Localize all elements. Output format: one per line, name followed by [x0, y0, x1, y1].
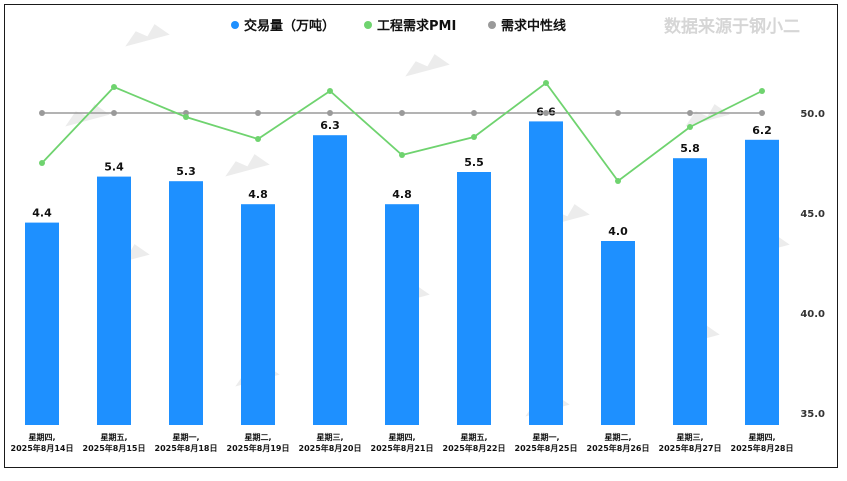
x-tick-label-0: 星期四, 2025年8月14日 [11, 432, 74, 453]
bar-value-label-4: 6.3 [320, 119, 340, 132]
bar-9 [673, 158, 707, 425]
bar-value-label-5: 4.8 [392, 188, 412, 201]
bar-0 [25, 222, 59, 425]
chart-svg: 4.45.45.34.86.34.85.56.64.05.86.2 35.040… [11, 16, 826, 453]
watermark-mountain-icon [225, 154, 270, 177]
legend-marker-2 [488, 21, 496, 29]
legend-marker-1 [364, 21, 372, 29]
y-tick-label-2: 45.0 [800, 209, 825, 220]
bar-value-label-10: 6.2 [752, 124, 772, 137]
bar-6 [457, 172, 491, 425]
neutral-point-3 [255, 110, 261, 116]
neutral-point-1 [111, 110, 117, 116]
bar-4 [313, 135, 347, 425]
pmi-point-7 [543, 80, 549, 86]
pmi-point-8 [615, 178, 621, 184]
bar-value-label-1: 5.4 [104, 161, 124, 174]
neutral-point-10 [759, 110, 765, 116]
pmi-point-6 [471, 134, 477, 140]
neutral-point-8 [615, 110, 621, 116]
bar-value-label-0: 4.4 [32, 207, 52, 220]
bar-8 [601, 241, 635, 425]
x-tick-label-4: 星期三, 2025年8月20日 [299, 432, 362, 453]
bars-layer: 4.45.45.34.86.34.85.56.64.05.86.2 [25, 105, 779, 426]
x-tick-label-8: 星期二, 2025年8月26日 [587, 432, 650, 453]
legend-item-1: 工程需求PMI [364, 18, 456, 34]
pmi-point-9 [687, 124, 693, 130]
bar-value-label-9: 5.8 [680, 142, 700, 155]
neutral-point-5 [399, 110, 405, 116]
y-tick-label-0: 35.0 [800, 409, 825, 420]
legend-marker-0 [231, 21, 239, 29]
pmi-point-3 [255, 136, 261, 142]
legend-label-0: 交易量（万吨） [244, 18, 335, 34]
legend-label-1: 工程需求PMI [377, 18, 456, 34]
pmi-point-10 [759, 88, 765, 94]
bar-value-label-6: 5.5 [464, 156, 484, 169]
watermark-mountain-icon [65, 104, 110, 127]
pmi-point-2 [183, 114, 189, 120]
watermark-mountain-icon [125, 24, 170, 47]
neutral-point-6 [471, 110, 477, 116]
x-tick-label-1: 星期五, 2025年8月15日 [83, 432, 146, 453]
neutral-point-4 [327, 110, 333, 116]
chart-frame: 4.45.45.34.86.34.85.56.64.05.86.2 35.040… [4, 4, 838, 468]
watermark-mountain-icon [685, 104, 730, 127]
bar-value-label-3: 4.8 [248, 188, 268, 201]
bar-5 [385, 204, 419, 425]
bar-10 [745, 139, 779, 426]
x-tick-label-10: 星期四, 2025年8月28日 [731, 432, 794, 453]
pmi-line [41, 81, 763, 183]
bar-7 [529, 121, 563, 426]
bar-value-label-8: 4.0 [608, 225, 628, 238]
bar-3 [241, 204, 275, 425]
legend-label-2: 需求中性线 [501, 18, 566, 34]
neutral-point-0 [39, 110, 45, 116]
lines-layer [39, 80, 765, 184]
bar-1 [97, 176, 131, 425]
watermark-title: 数据来源于钢小二 [664, 16, 800, 37]
y-axis-right: 35.0 40.0 45.0 50.0 [800, 109, 825, 420]
neutral-point-7 [543, 110, 549, 116]
pmi-point-4 [327, 88, 333, 94]
legend-item-0: 交易量（万吨） [231, 18, 335, 34]
pmi-point-0 [39, 160, 45, 166]
x-tick-label-5: 星期四, 2025年8月21日 [371, 432, 434, 453]
watermark-mountain-icon [405, 54, 450, 77]
x-tick-label-2: 星期一, 2025年8月18日 [155, 432, 218, 453]
x-tick-label-3: 星期二, 2025年8月19日 [227, 432, 290, 453]
neutral-point-9 [687, 110, 693, 116]
legend: 交易量（万吨） 工程需求PMI 需求中性线 [231, 18, 566, 34]
bar-value-label-2: 5.3 [176, 165, 196, 178]
x-tick-label-7: 星期一, 2025年8月25日 [515, 432, 578, 453]
pmi-point-5 [399, 152, 405, 158]
x-tick-label-6: 星期五, 2025年8月22日 [443, 432, 506, 453]
x-tick-label-9: 星期三, 2025年8月27日 [659, 432, 722, 453]
legend-item-2: 需求中性线 [488, 18, 566, 34]
pmi-point-1 [111, 84, 117, 90]
y-tick-label-3: 50.0 [800, 109, 825, 120]
y-tick-label-1: 40.0 [800, 309, 825, 320]
bar-2 [169, 181, 203, 425]
